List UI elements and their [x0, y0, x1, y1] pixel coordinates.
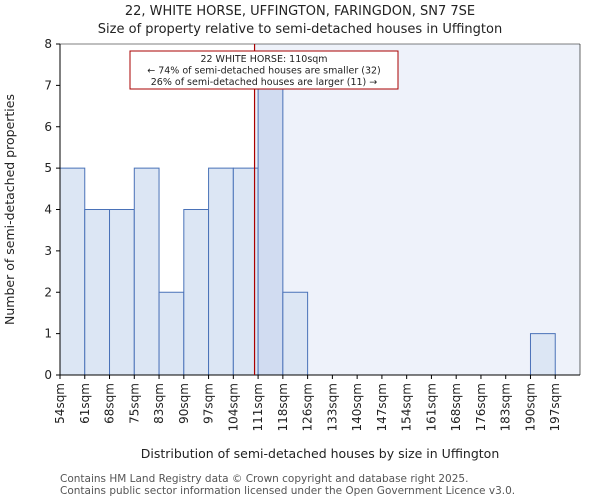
larger-region-shade [254, 44, 581, 375]
x-tick-label: 140sqm [350, 383, 364, 431]
x-tick-label: 154sqm [400, 383, 414, 431]
bar [109, 209, 135, 376]
x-tick-label: 176sqm [474, 383, 488, 431]
x-tick-label: 97sqm [202, 383, 216, 424]
bar [59, 167, 86, 376]
x-tick-label: 61sqm [78, 383, 92, 424]
annotation-text: 22 WHITE HORSE: 110sqm [200, 54, 327, 65]
y-tick-label: 6 [44, 120, 52, 134]
y-tick-label: 5 [44, 161, 52, 175]
x-tick-label: 90sqm [177, 383, 191, 424]
x-tick-label: 197sqm [548, 383, 562, 431]
annotation-box [129, 50, 399, 90]
chart-subtitle: Size of property relative to semi-detach… [97, 22, 503, 37]
x-tick-label: 54sqm [53, 383, 67, 424]
bar [208, 167, 234, 376]
x-tick-label: 133sqm [325, 383, 339, 431]
bar [257, 84, 284, 376]
y-tick-label: 1 [44, 327, 52, 341]
bar [84, 209, 111, 376]
bar [158, 291, 185, 376]
x-tick-label: 183sqm [499, 383, 513, 431]
y-tick-label: 0 [44, 368, 52, 382]
bar [183, 209, 210, 376]
y-tick-label: 2 [44, 285, 52, 299]
y-tick-label: 3 [44, 244, 52, 258]
y-axis-label: Number of semi-detached properties [2, 94, 17, 325]
bar [133, 167, 160, 376]
x-tick-label: 68sqm [103, 383, 117, 424]
x-tick-label: 168sqm [449, 383, 463, 431]
x-tick-label: 118sqm [276, 383, 290, 431]
bar [282, 291, 309, 376]
x-tick-label: 83sqm [152, 383, 166, 424]
annotation-text: ← 74% of semi-detached houses are smalle… [147, 66, 381, 77]
x-tick-label: 104sqm [226, 383, 240, 431]
x-tick-label: 147sqm [375, 383, 389, 431]
y-tick-label: 8 [44, 37, 52, 51]
x-axis-label: Distribution of semi-detached houses by … [141, 446, 500, 461]
chart-title: 22, WHITE HORSE, UFFINGTON, FARINGDON, S… [124, 4, 476, 19]
bar [529, 333, 556, 376]
y-tick-label: 4 [44, 203, 52, 217]
x-tick-label: 190sqm [523, 383, 537, 431]
footer-licence: Contains public sector information licen… [60, 485, 516, 497]
annotation-text: 26% of semi-detached houses are larger (… [151, 77, 378, 88]
y-tick-label: 7 [44, 78, 52, 92]
x-tick-label: 126sqm [301, 383, 315, 431]
footer-copyright: Contains HM Land Registry data © Crown c… [60, 473, 469, 485]
x-tick-label: 111sqm [251, 383, 265, 431]
x-tick-label: 161sqm [424, 383, 438, 431]
x-tick-label: 75sqm [127, 383, 141, 424]
